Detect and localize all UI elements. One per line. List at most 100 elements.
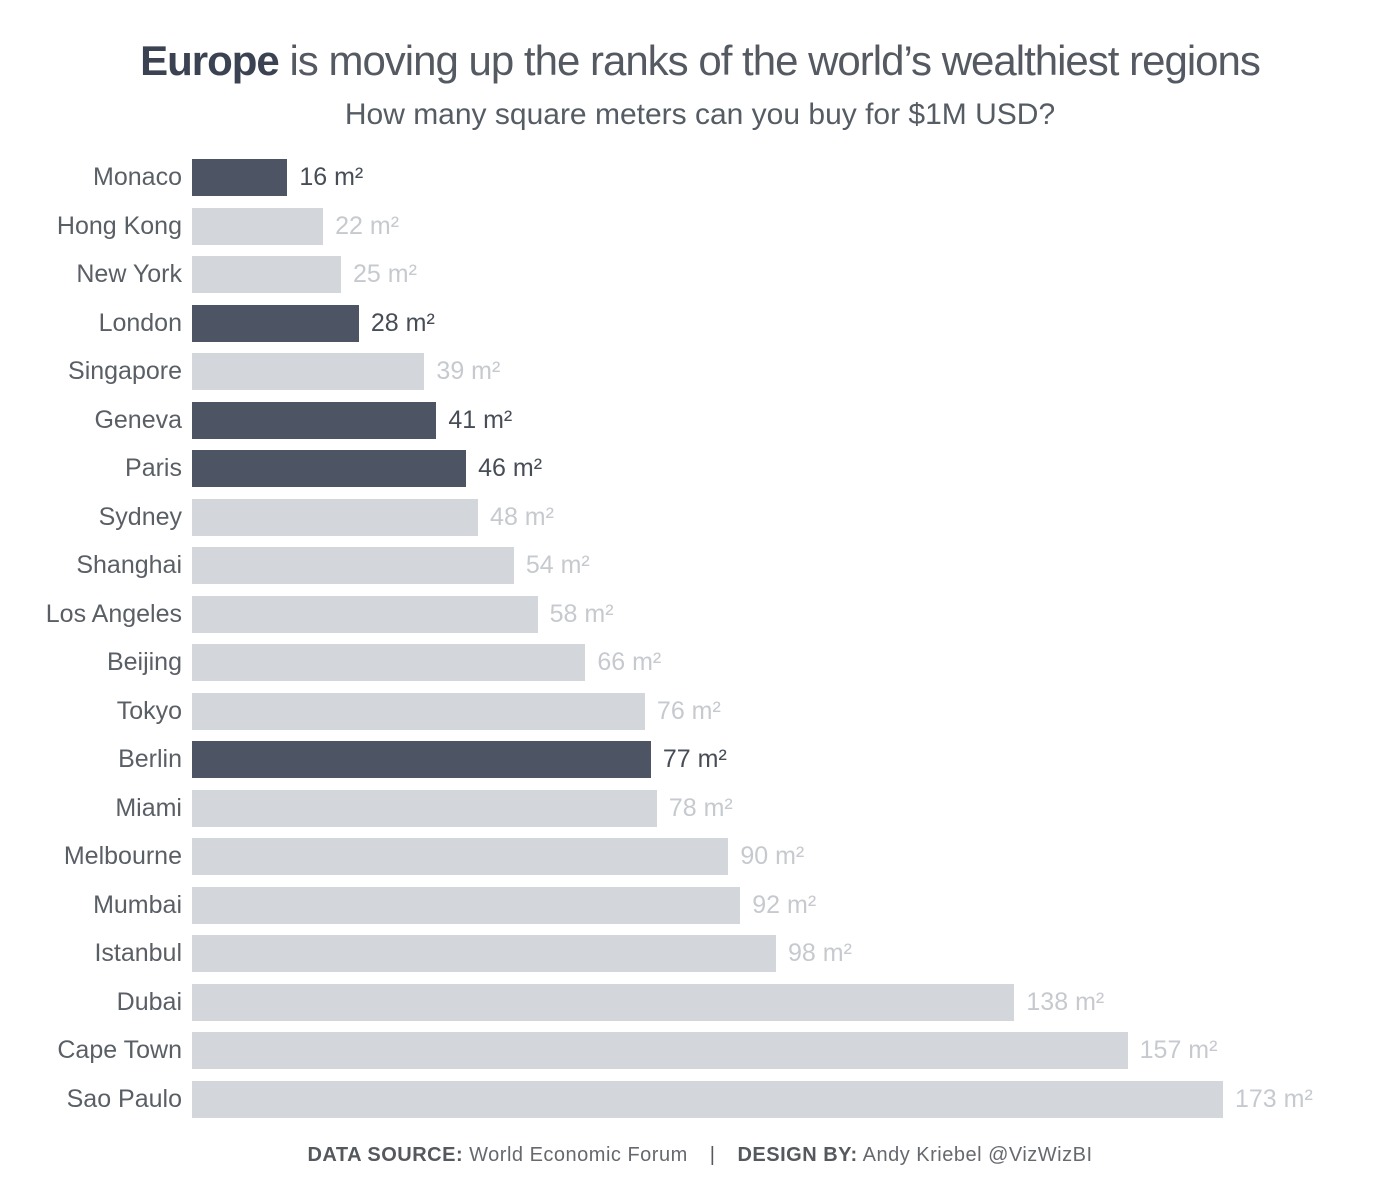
row-label: Singapore <box>68 357 182 385</box>
chart-row: Shanghai 54 m² <box>0 547 1400 584</box>
bar <box>192 256 341 293</box>
bar-track: 157 m² <box>192 1032 1223 1069</box>
bar-track: 173 m² <box>192 1080 1313 1118</box>
bar-value: 54 m² <box>525 551 590 579</box>
bar-track: 28 m² <box>192 304 1223 342</box>
bar-track: 58 m² <box>192 595 1223 633</box>
chart-row: Singapore 39 m² <box>0 353 1400 390</box>
chart-row: Hong Kong 22 m² <box>0 207 1400 245</box>
bar <box>192 498 479 536</box>
bar-track: 22 m² <box>192 207 1223 245</box>
design-by-value: Andy Kriebel @VizWizBI <box>857 1144 1093 1166</box>
bar-track: 138 m² <box>192 983 1223 1021</box>
bar-value: 78 m² <box>668 793 733 822</box>
chart-header: Europe is moving up the ranks of the wor… <box>0 0 1400 132</box>
bar-value: 66 m² <box>597 648 662 676</box>
bar-track: 76 m² <box>192 692 1223 730</box>
bar-value: 173 m² <box>1235 1084 1313 1113</box>
bar <box>192 304 359 342</box>
bar-value: 48 m² <box>490 502 554 531</box>
bar <box>192 935 777 972</box>
chart-row: Berlin 77 m² <box>0 741 1400 778</box>
bar <box>192 886 741 924</box>
row-label: Istanbul <box>94 939 182 967</box>
footer-separator: | <box>709 1144 716 1166</box>
bar-track: 77 m² <box>192 741 1223 778</box>
bar-value: 28 m² <box>370 308 435 337</box>
row-label: Geneva <box>94 405 182 434</box>
bar-track: 98 m² <box>192 935 1223 972</box>
title-rest: is moving up the ranks of the world’s we… <box>278 37 1260 84</box>
bar-value: 76 m² <box>656 696 721 725</box>
title-emphasis: Europe <box>140 37 280 84</box>
bar-value: 58 m² <box>549 599 614 628</box>
chart-row: Miami 78 m² <box>0 789 1400 827</box>
bar-value: 46 m² <box>478 454 543 482</box>
row-label: Tokyo <box>116 696 182 725</box>
bar-track: 16 m² <box>192 159 1223 196</box>
row-label: Beijing <box>106 648 182 676</box>
bar-value: 25 m² <box>352 260 417 288</box>
bar-value: 22 m² <box>335 211 400 240</box>
row-label: Melbourne <box>63 842 182 870</box>
row-label: Cape Town <box>57 1036 182 1064</box>
row-label: Dubai <box>116 987 182 1016</box>
row-label: Shanghai <box>76 551 182 579</box>
chart-row: Geneva 41 m² <box>0 401 1400 439</box>
row-label: Paris <box>125 454 182 482</box>
data-source-value: World Economic Forum <box>463 1144 688 1166</box>
row-label: Monaco <box>93 163 182 191</box>
chart-row: Dubai 138 m² <box>0 983 1400 1021</box>
bar-track: 39 m² <box>192 353 1223 390</box>
chart-row: Sao Paulo 173 m² <box>0 1080 1400 1118</box>
row-label: Sydney <box>98 502 182 531</box>
row-label: Los Angeles <box>45 599 182 628</box>
bar <box>192 692 645 730</box>
page-title: Europe is moving up the ranks of the wor… <box>0 37 1400 84</box>
chart-row: Monaco 16 m² <box>0 159 1400 196</box>
row-label: London <box>98 308 182 337</box>
bar-value: 98 m² <box>788 939 852 967</box>
chart-row: Melbourne 90 m² <box>0 838 1400 875</box>
chart-row: Istanbul 98 m² <box>0 935 1400 972</box>
bar <box>192 789 657 827</box>
bar-value: 41 m² <box>448 405 513 434</box>
data-source-label: DATA SOURCE: <box>307 1144 464 1166</box>
chart-row: New York 25 m² <box>0 256 1400 293</box>
bar-track: 48 m² <box>192 498 1223 536</box>
row-label: Berlin <box>118 745 182 773</box>
design-by-label: DESIGN BY: <box>737 1144 858 1166</box>
chart-row: Los Angeles 58 m² <box>0 595 1400 633</box>
chart-row: Mumbai 92 m² <box>0 886 1400 924</box>
bar-track: 46 m² <box>192 450 1223 487</box>
bar-track: 66 m² <box>192 644 1223 681</box>
bar-value: 92 m² <box>752 890 817 919</box>
chart-row: Beijing 66 m² <box>0 644 1400 681</box>
bar <box>192 983 1015 1021</box>
chart-row: Cape Town 157 m² <box>0 1032 1400 1069</box>
bar <box>192 838 729 875</box>
page-subtitle: How many square meters can you buy for $… <box>344 98 1056 132</box>
row-label: Mumbai <box>93 890 182 919</box>
bar <box>192 401 437 439</box>
bar <box>192 207 324 245</box>
bar <box>192 741 651 778</box>
row-label: Miami <box>115 793 182 822</box>
bar-track: 54 m² <box>192 547 1223 584</box>
bar <box>192 1032 1128 1069</box>
chart-row: Sydney 48 m² <box>0 498 1400 536</box>
bar <box>192 353 425 390</box>
bar-chart: Monaco 16 m² Hong Kong 22 m² New York 25… <box>0 159 1400 1129</box>
bar <box>192 595 538 633</box>
bar <box>192 644 586 681</box>
row-label: Hong Kong <box>56 211 182 240</box>
bar-track: 90 m² <box>192 838 1223 875</box>
bar-value: 39 m² <box>436 357 501 385</box>
bar-track: 41 m² <box>192 401 1223 439</box>
chart-footer: DATA SOURCE: World Economic Forum | DESIGN… <box>0 1144 1400 1167</box>
bar-value: 90 m² <box>740 842 805 870</box>
row-label: New York <box>76 260 182 288</box>
bar <box>192 1080 1223 1118</box>
bar <box>192 159 288 196</box>
